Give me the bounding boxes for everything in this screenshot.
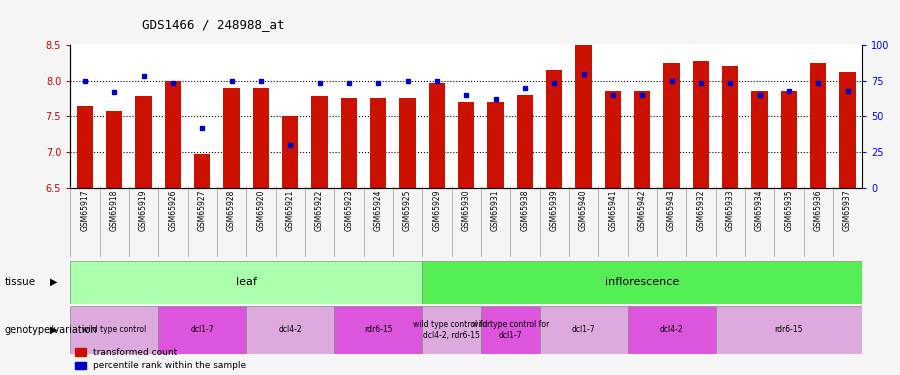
Text: GSM65939: GSM65939	[550, 189, 559, 231]
Text: tissue: tissue	[4, 277, 36, 287]
Bar	[546, 70, 562, 188]
Text: GSM65936: GSM65936	[814, 189, 823, 231]
Bar	[722, 66, 738, 188]
Text: GSM65932: GSM65932	[697, 189, 706, 231]
Text: GSM65920: GSM65920	[256, 189, 266, 231]
Bar	[488, 102, 504, 188]
Bar	[70, 306, 158, 354]
Text: wild type control: wild type control	[82, 326, 147, 334]
Bar	[539, 306, 627, 354]
Text: GSM65924: GSM65924	[374, 189, 382, 231]
Bar	[70, 261, 422, 304]
Bar	[106, 111, 122, 188]
Legend: transformed count, percentile rank within the sample: transformed count, percentile rank withi…	[75, 348, 246, 370]
Bar	[341, 99, 357, 188]
Text: inflorescence: inflorescence	[605, 277, 680, 287]
Text: GSM65937: GSM65937	[843, 189, 852, 231]
Bar	[311, 96, 328, 188]
Bar	[752, 92, 768, 188]
Bar	[334, 306, 422, 354]
Text: GSM65933: GSM65933	[725, 189, 734, 231]
Bar	[575, 45, 591, 188]
Text: wild type control for
dcl1-7: wild type control for dcl1-7	[472, 320, 549, 340]
Bar	[517, 95, 533, 188]
Text: wild type control for
dcl4-2, rdr6-15: wild type control for dcl4-2, rdr6-15	[413, 320, 491, 340]
Text: dcl4-2: dcl4-2	[278, 326, 302, 334]
Text: GSM65941: GSM65941	[608, 189, 617, 231]
Bar	[247, 306, 334, 354]
Bar	[400, 98, 416, 188]
Bar	[165, 81, 181, 188]
Bar	[282, 116, 298, 188]
Text: ▶: ▶	[50, 325, 58, 335]
Text: GSM65934: GSM65934	[755, 189, 764, 231]
Text: GSM65925: GSM65925	[403, 189, 412, 231]
Text: GSM65940: GSM65940	[579, 189, 588, 231]
Text: GSM65918: GSM65918	[110, 189, 119, 231]
Bar	[76, 106, 93, 188]
Bar	[223, 88, 239, 188]
Text: GSM65943: GSM65943	[667, 189, 676, 231]
Text: GSM65927: GSM65927	[198, 189, 207, 231]
Bar	[194, 154, 211, 188]
Bar	[428, 83, 445, 188]
Text: GSM65919: GSM65919	[139, 189, 148, 231]
Text: rdr6-15: rdr6-15	[364, 326, 392, 334]
Text: rdr6-15: rdr6-15	[775, 326, 803, 334]
Text: GDS1466 / 248988_at: GDS1466 / 248988_at	[142, 18, 284, 31]
Bar	[136, 96, 151, 188]
Bar	[605, 92, 621, 188]
Text: GSM65923: GSM65923	[345, 189, 354, 231]
Text: GSM65929: GSM65929	[432, 189, 441, 231]
Bar	[810, 63, 826, 188]
Bar	[663, 63, 680, 188]
Bar	[481, 306, 539, 354]
Bar	[158, 306, 247, 354]
Bar	[422, 261, 862, 304]
Text: dcl4-2: dcl4-2	[660, 326, 683, 334]
Bar	[253, 88, 269, 188]
Text: GSM65921: GSM65921	[285, 189, 294, 231]
Bar	[627, 306, 716, 354]
Text: GSM65917: GSM65917	[80, 189, 89, 231]
Bar	[716, 306, 862, 354]
Text: ▶: ▶	[50, 277, 58, 287]
Text: genotype/variation: genotype/variation	[4, 325, 97, 335]
Text: GSM65922: GSM65922	[315, 189, 324, 231]
Bar	[693, 62, 709, 188]
Text: GSM65928: GSM65928	[227, 189, 236, 231]
Text: GSM65926: GSM65926	[168, 189, 177, 231]
Bar	[458, 102, 474, 188]
Text: GSM65930: GSM65930	[462, 189, 471, 231]
Text: dcl1-7: dcl1-7	[572, 326, 595, 334]
Bar	[370, 98, 386, 188]
Bar	[781, 92, 797, 188]
Text: GSM65942: GSM65942	[638, 189, 647, 231]
Bar	[840, 72, 856, 188]
Text: GSM65935: GSM65935	[785, 189, 794, 231]
Text: GSM65938: GSM65938	[520, 189, 529, 231]
Bar	[422, 306, 481, 354]
Text: GSM65931: GSM65931	[491, 189, 500, 231]
Text: dcl1-7: dcl1-7	[191, 326, 214, 334]
Text: leaf: leaf	[236, 277, 256, 287]
Bar	[634, 92, 651, 188]
